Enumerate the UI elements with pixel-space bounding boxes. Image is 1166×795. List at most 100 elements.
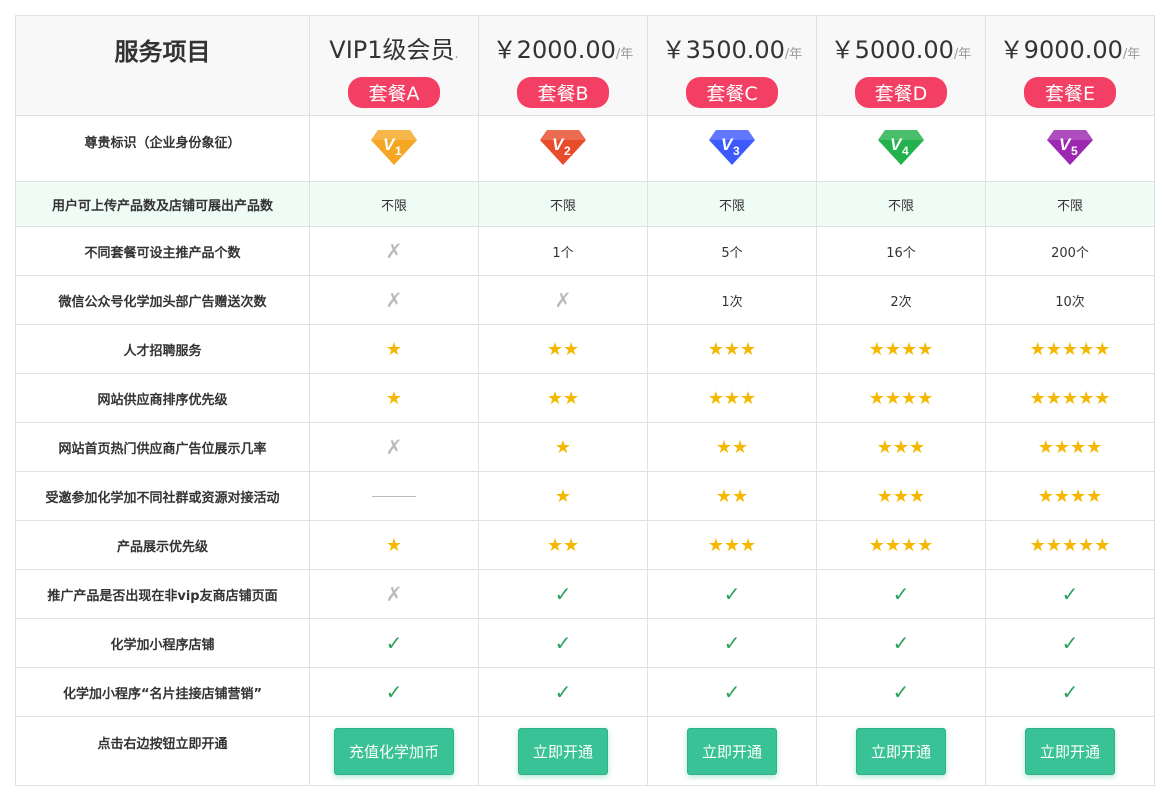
table-row: 产品展示优先级 ★ ★★ ★★★ ★★★★ ★★★★★ <box>15 520 1155 570</box>
cross-icon: ✗ <box>385 288 403 312</box>
table-cell: 16个 <box>816 226 986 276</box>
price-unit: /年 <box>1122 47 1141 62</box>
svg-text:4: 4 <box>902 144 909 158</box>
table-row-badges: 尊贵标识（企业身份象征） V 1 V 2 V 3 V 4 V 5 <box>15 115 1155 182</box>
price-unit: /年 <box>615 47 634 62</box>
row-label: 用户可上传产品数及店铺可展出产品数 <box>15 181 310 227</box>
table-cell: ✓ <box>478 667 648 717</box>
price-value: ￥2000.00 <box>492 36 616 64</box>
table-row: 用户可上传产品数及店铺可展出产品数 不限 不限 不限 不限 不限 <box>15 181 1155 227</box>
table-cell: ✓ <box>985 569 1155 619</box>
table-cell: ★ <box>309 373 479 423</box>
star-rating: ★★ <box>715 485 749 507</box>
activate-now-button[interactable]: 立即开通 <box>1024 727 1115 775</box>
cell-value: 1次 <box>721 294 743 310</box>
table-cell: ★★ <box>478 324 648 374</box>
action-cell: 充值化学加币 <box>309 716 479 786</box>
star-rating: ★★ <box>546 387 580 409</box>
table-cell: 不限 <box>478 181 648 227</box>
check-icon: ✓ <box>723 631 741 655</box>
cell-value: 200个 <box>1051 245 1089 261</box>
table-cell: ★ <box>478 422 648 472</box>
table-cell: ✓ <box>816 667 986 717</box>
star-rating: ★ <box>385 338 403 360</box>
table-cell: ★★ <box>647 422 817 472</box>
table-row: 网站供应商排序优先级 ★ ★★ ★★★ ★★★★ ★★★★★ <box>15 373 1155 423</box>
star-rating: ★★★ <box>876 485 926 507</box>
star-rating: ★★ <box>715 436 749 458</box>
table-cell: 10次 <box>985 275 1155 325</box>
row-label: 微信公众号化学加头部广告赠送次数 <box>15 275 310 325</box>
star-rating: ★★★★★ <box>1029 387 1111 409</box>
recharge-coins-button[interactable]: 充值化学加币 <box>333 727 454 775</box>
table-cell: ★★★ <box>816 471 986 521</box>
table-cell: ★★★★ <box>985 471 1155 521</box>
table-cell: 不限 <box>816 181 986 227</box>
table-cell: ★★★ <box>647 520 817 570</box>
table-cell: 200个 <box>985 226 1155 276</box>
check-icon: ✓ <box>1061 631 1079 655</box>
page-title: 服务项目 <box>114 38 211 66</box>
check-icon: ✓ <box>723 680 741 704</box>
table-cell: ★★ <box>478 373 648 423</box>
check-icon: ✓ <box>554 631 572 655</box>
table-cell: ★★ <box>647 471 817 521</box>
cross-icon: ✗ <box>385 582 403 606</box>
check-icon: ✓ <box>385 680 403 704</box>
row-label: 受邀参加化学加不同社群或资源对接活动 <box>15 471 310 521</box>
table-cell: ✓ <box>985 618 1155 668</box>
table-cell: ★★★ <box>816 422 986 472</box>
star-rating: ★★★★ <box>868 387 934 409</box>
table-row: 不同套餐可设主推产品个数 ✗ 1个 5个 16个 200个 <box>15 226 1155 276</box>
check-icon: ✓ <box>892 582 910 606</box>
table-cell <box>309 471 479 521</box>
action-cell: 立即开通 <box>647 716 817 786</box>
svg-text:5: 5 <box>1071 144 1078 158</box>
price-unit: . <box>454 47 459 62</box>
header-service-items: 服务项目 <box>15 15 310 116</box>
star-rating: ★ <box>385 387 403 409</box>
table-cell: ★★★★ <box>985 422 1155 472</box>
activate-now-button[interactable]: 立即开通 <box>855 727 946 775</box>
table-cell: ★★★ <box>647 324 817 374</box>
plan-price: ￥3500.00/年 <box>648 30 816 65</box>
star-rating: ★ <box>554 436 572 458</box>
table-cell: ✓ <box>309 667 479 717</box>
check-icon: ✓ <box>554 582 572 606</box>
table-cell: ✗ <box>309 275 479 325</box>
package-badge: 套餐C <box>686 77 778 108</box>
package-badge: 套餐A <box>348 77 440 108</box>
activate-now-button[interactable]: 立即开通 <box>517 727 608 775</box>
check-icon: ✓ <box>1061 680 1079 704</box>
star-rating: ★★ <box>546 534 580 556</box>
table-cell: ✓ <box>816 618 986 668</box>
row-label: 尊贵标识（企业身份象征） <box>15 115 310 182</box>
plan-header: ￥5000.00/年 套餐D <box>816 15 986 116</box>
cell-value: 1个 <box>552 245 574 261</box>
check-icon: ✓ <box>892 631 910 655</box>
star-rating: ★★★ <box>876 436 926 458</box>
cell-value: 10次 <box>1055 294 1085 310</box>
activate-now-button[interactable]: 立即开通 <box>686 727 777 775</box>
star-rating: ★★★★★ <box>1029 534 1111 556</box>
dash-icon <box>372 495 416 497</box>
star-rating: ★★★ <box>707 338 757 360</box>
cell-value: 不限 <box>549 198 576 214</box>
cell-value: 不限 <box>718 198 745 214</box>
star-rating: ★★★★ <box>1037 436 1103 458</box>
cell-value: 不限 <box>887 198 914 214</box>
cell-value: 不限 <box>380 198 407 214</box>
table-row: 网站首页热门供应商广告位展示几率 ✗ ★ ★★ ★★★ ★★★★ <box>15 422 1155 472</box>
table-cell: ✗ <box>478 275 648 325</box>
table-cell: ✓ <box>985 667 1155 717</box>
action-cell: 立即开通 <box>816 716 986 786</box>
table-cell: ★★★★ <box>816 373 986 423</box>
table-cell: ✗ <box>309 422 479 472</box>
cross-icon: ✗ <box>554 288 572 312</box>
svg-text:3: 3 <box>733 144 740 158</box>
